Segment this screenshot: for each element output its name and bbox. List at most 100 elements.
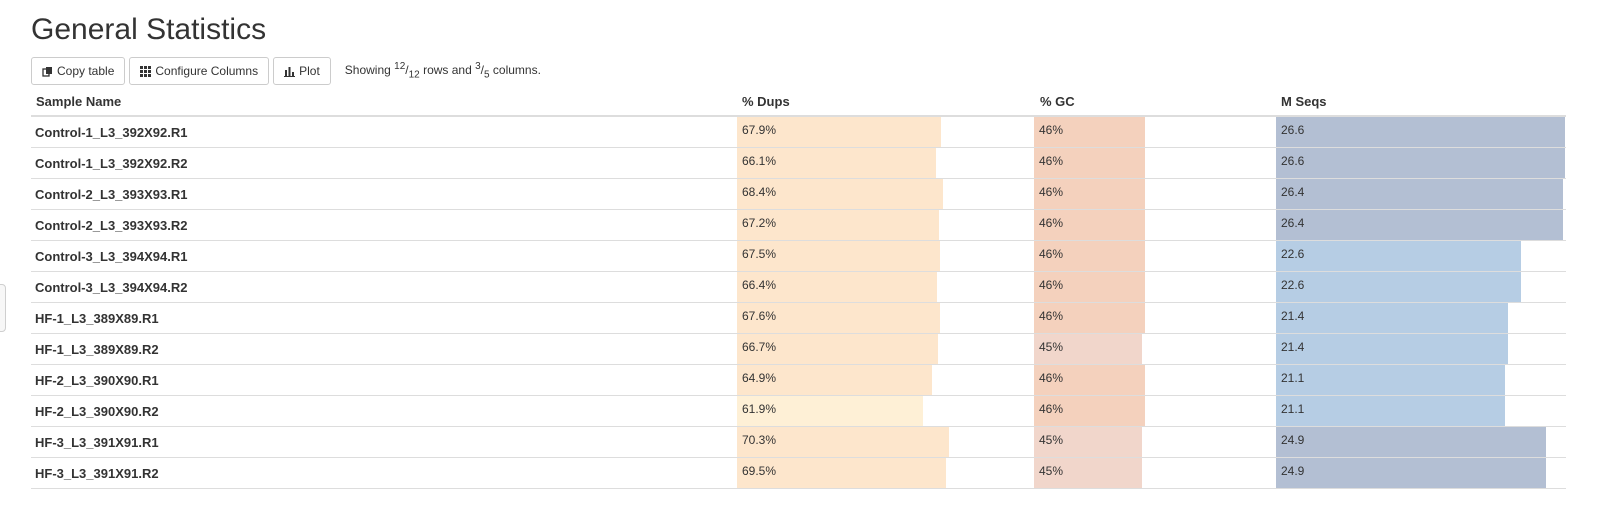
table-row: Control-3_L3_394X94.R1 67.5% 46% 22.6 [31, 241, 1566, 272]
gc-bar [1034, 210, 1145, 240]
sample-name-cell: Control-1_L3_392X92.R2 [35, 156, 188, 171]
dups-value: 66.4% [742, 278, 777, 292]
dups-value: 61.9% [742, 402, 777, 416]
bar-chart-icon [284, 66, 296, 77]
dups-value: 67.6% [742, 309, 777, 323]
gc-bar [1034, 241, 1145, 271]
table-toolbar: Copy table Configure Columns Plot Showin… [31, 56, 541, 86]
sample-name-cell: Control-3_L3_394X94.R2 [35, 280, 188, 295]
dups-value: 67.9% [742, 123, 777, 137]
dups-bar [737, 179, 943, 209]
mseqs-bar [1276, 241, 1521, 271]
table-row: Control-1_L3_392X92.R1 67.9% 46% 26.6 [31, 117, 1566, 148]
mseqs-bar [1276, 427, 1546, 457]
table-row: HF-3_L3_391X91.R2 69.5% 45% 24.9 [31, 458, 1566, 489]
sample-name-cell: HF-3_L3_391X91.R1 [35, 435, 159, 450]
mseqs-bar [1276, 148, 1565, 178]
dups-value: 67.5% [742, 247, 777, 261]
dups-value: 67.2% [742, 216, 777, 230]
mseqs-bar [1276, 365, 1505, 395]
mseqs-bar [1276, 396, 1505, 426]
plot-button[interactable]: Plot [273, 57, 331, 85]
gc-bar [1034, 148, 1145, 178]
table-status-text: Showing 12/12 rows and 3/5 columns. [344, 61, 541, 81]
gc-value: 46% [1039, 309, 1064, 323]
sample-name-cell: Control-2_L3_393X93.R1 [35, 187, 188, 202]
table-row: HF-3_L3_391X91.R1 70.3% 45% 24.9 [31, 427, 1566, 458]
gc-value: 46% [1039, 402, 1064, 416]
mseqs-value: 21.1 [1281, 402, 1305, 416]
table-row: Control-3_L3_394X94.R2 66.4% 46% 22.6 [31, 272, 1566, 303]
gc-bar [1034, 396, 1145, 426]
gc-bar [1034, 117, 1145, 147]
table-body: Control-1_L3_392X92.R1 67.9% 46% 26.6 Contro… [31, 117, 1566, 489]
gc-bar [1034, 179, 1145, 209]
mseqs-bar [1276, 117, 1565, 147]
gc-value: 46% [1039, 123, 1064, 137]
dups-bar [737, 365, 932, 395]
table-row: HF-1_L3_389X89.R2 66.7% 45% 21.4 [31, 334, 1566, 365]
configure-columns-button[interactable]: Configure Columns [129, 57, 270, 85]
dups-value: 66.7% [742, 340, 777, 354]
copy-table-button[interactable]: Copy table [31, 57, 126, 85]
mseqs-value: 21.4 [1281, 340, 1305, 354]
side-panel-toggle[interactable] [0, 284, 6, 332]
table-row: Control-2_L3_393X93.R2 67.2% 46% 26.4 [31, 210, 1566, 241]
table-row: HF-2_L3_390X90.R1 64.9% 46% 21.1 [31, 365, 1566, 396]
dups-value: 64.9% [742, 371, 777, 385]
mseqs-value: 26.6 [1281, 123, 1305, 137]
dups-bar [737, 334, 938, 364]
mseqs-value: 21.4 [1281, 309, 1305, 323]
sample-name-cell: HF-2_L3_390X90.R2 [35, 404, 159, 419]
gc-value: 46% [1039, 371, 1064, 385]
gc-value: 45% [1039, 340, 1064, 354]
page-title: General Statistics [31, 13, 267, 46]
dups-bar [737, 303, 940, 333]
gc-value: 46% [1039, 278, 1064, 292]
mseqs-bar [1276, 179, 1563, 209]
table-header: Sample Name % Dups % GC M Seqs [31, 88, 1566, 117]
dups-bar [737, 117, 941, 147]
dups-bar [737, 427, 949, 457]
gc-value: 45% [1039, 464, 1064, 478]
copy-table-label: Copy table [57, 64, 115, 78]
general-stats-table: Sample Name % Dups % GC M Seqs Control-1… [31, 88, 1566, 489]
table-row: Control-2_L3_393X93.R1 68.4% 46% 26.4 [31, 179, 1566, 210]
gc-bar [1034, 272, 1145, 302]
sample-name-cell: HF-3_L3_391X91.R2 [35, 466, 159, 481]
dups-bar [737, 272, 937, 302]
header-sample-name[interactable]: Sample Name [36, 94, 122, 109]
table-row: Control-1_L3_392X92.R2 66.1% 46% 26.6 [31, 148, 1566, 179]
mseqs-bar [1276, 458, 1546, 488]
sample-name-cell: HF-1_L3_389X89.R2 [35, 342, 159, 357]
mseqs-value: 24.9 [1281, 464, 1305, 478]
mseqs-bar [1276, 303, 1508, 333]
gc-bar [1034, 365, 1145, 395]
gc-value: 46% [1039, 216, 1064, 230]
dups-bar [737, 458, 946, 488]
dups-value: 68.4% [742, 185, 777, 199]
sample-name-cell: Control-1_L3_392X92.R1 [35, 125, 188, 140]
mseqs-value: 26.6 [1281, 154, 1305, 168]
sample-name-cell: HF-1_L3_389X89.R1 [35, 311, 159, 326]
table-row: HF-2_L3_390X90.R2 61.9% 46% 21.1 [31, 396, 1566, 427]
gc-value: 46% [1039, 247, 1064, 261]
gc-value: 46% [1039, 185, 1064, 199]
sample-name-cell: Control-3_L3_394X94.R1 [35, 249, 188, 264]
sample-name-cell: HF-2_L3_390X90.R1 [35, 373, 159, 388]
mseqs-bar [1276, 272, 1521, 302]
dups-bar [737, 396, 923, 426]
dups-bar [737, 210, 939, 240]
dups-bar [737, 241, 940, 271]
gc-bar [1034, 334, 1142, 364]
mseqs-bar [1276, 210, 1563, 240]
header-gc[interactable]: % GC [1040, 94, 1075, 109]
gc-bar [1034, 458, 1142, 488]
header-dups[interactable]: % Dups [742, 94, 790, 109]
mseqs-value: 22.6 [1281, 278, 1305, 292]
header-mseqs[interactable]: M Seqs [1281, 94, 1327, 109]
gc-bar [1034, 427, 1142, 457]
mseqs-value: 24.9 [1281, 433, 1305, 447]
dups-value: 70.3% [742, 433, 777, 447]
gc-bar [1034, 303, 1145, 333]
